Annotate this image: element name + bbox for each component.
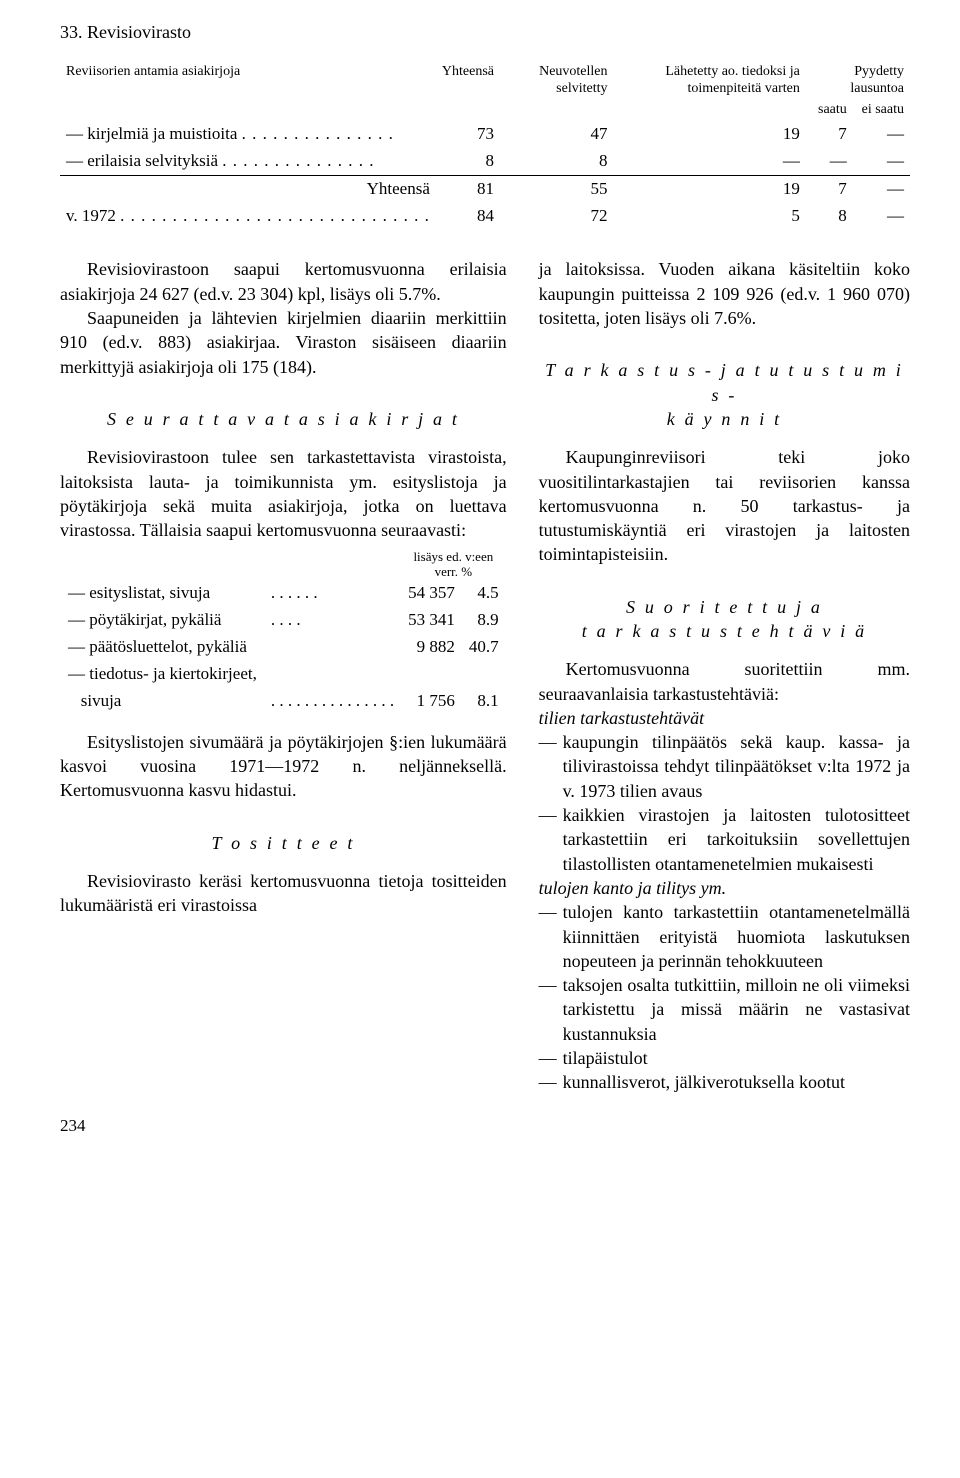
- section-title: 33. Revisiovirasto: [60, 20, 910, 44]
- col-lahetetty: Lähetetty ao. tiedoksi ja toimenpiteitä …: [614, 62, 806, 100]
- right-p2: Kaupunginreviisori teki joko vuositilint…: [539, 445, 910, 566]
- suoritettuja-heading: S u o r i t e t t u j a t a r k a s t u …: [539, 595, 910, 644]
- right-p3: Kertomusvuonna suoritettiin mm. seuraava…: [539, 657, 910, 706]
- list-item: —kaikkien virastojen ja laitosten tuloto…: [539, 803, 910, 876]
- inner-row: — tiedotus- ja kiertokirjeet,: [62, 662, 505, 687]
- list-item: —tilapäistulot: [539, 1046, 910, 1070]
- list-item: —kunnallisverot, jälkiverotuksella kootu…: [539, 1070, 910, 1094]
- col-saatu: saatu: [806, 100, 853, 121]
- seurattavat-heading: S e u r a t t a v a t a s i a k i r j a …: [60, 407, 507, 431]
- inner-header: lisäys ed. v:een verr. %: [402, 550, 505, 579]
- list-item: —kaupungin tilinpäätös sekä kaup. kassa-…: [539, 730, 910, 803]
- col-yhteensa: Yhteensä: [436, 62, 500, 100]
- page-number: 234: [60, 1115, 910, 1138]
- list-item: —taksojen osalta tutkittiin, milloin ne …: [539, 973, 910, 1046]
- tarkastus-heading: T a r k a s t u s - j a t u t u s t u m …: [539, 358, 910, 431]
- table-row: — kirjelmiä ja muistioita . . . . . . . …: [60, 121, 910, 148]
- col-pyydetty-top: Pyydetty lausuntoa: [806, 62, 910, 100]
- right-column: ja laitoksissa. Vuoden aikana käsiteltii…: [539, 257, 910, 1094]
- sub2: tulojen kanto ja tilitys ym.: [539, 876, 910, 900]
- left-p3: Revisiovirastoon tulee sen tarkastettavi…: [60, 445, 507, 542]
- summary-table: Reviisorien antamia asiakirjoja Yhteensä…: [60, 62, 910, 229]
- list-item: —tulojen kanto tarkastettiin otantamenet…: [539, 900, 910, 973]
- left-p4: Esityslistojen sivumäärä ja pöytäkirjoje…: [60, 730, 507, 803]
- left-p2: Saapuneiden ja lähtevien kirjelmien diaa…: [60, 306, 507, 379]
- inner-row: sivuja. . . . . . . . . . . . . . .1 756…: [62, 689, 505, 714]
- tositteet-heading: T o s i t t e e t: [60, 831, 507, 855]
- col-eisaatu: ei saatu: [853, 100, 910, 121]
- col-neuvotellen: Neuvotellen selvitetty: [500, 62, 614, 100]
- page-header: 33. Revisiovirasto: [60, 20, 910, 44]
- inner-row: — pöytäkirjat, pykäliä. . . .53 3418.9: [62, 608, 505, 633]
- inner-row: — esityslistat, sivuja. . . . . .54 3574…: [62, 581, 505, 606]
- inner-table: lisäys ed. v:een verr. % — esityslistat,…: [60, 548, 507, 715]
- right-p1: ja laitoksissa. Vuoden aikana käsiteltii…: [539, 257, 910, 330]
- inner-row: — päätösluettelot, pykäliä9 88240.7: [62, 635, 505, 660]
- table-row: — erilaisia selvityksiä . . . . . . . . …: [60, 148, 910, 175]
- left-column: Revisiovirastoon saapui kertomusvuonna e…: [60, 257, 507, 1094]
- table-rowhead: Reviisorien antamia asiakirjoja: [60, 62, 436, 100]
- two-column-body: Revisiovirastoon saapui kertomusvuonna e…: [60, 257, 910, 1094]
- table-compare-row: v. 1972 . . . . . . . . . . . . . . . . …: [60, 203, 910, 230]
- left-p5: Revisiovirasto keräsi kertomusvuonna tie…: [60, 869, 507, 918]
- left-p1: Revisiovirastoon saapui kertomusvuonna e…: [60, 257, 507, 306]
- sub1: tilien tarkastustehtävät: [539, 706, 910, 730]
- table-total-row: Yhteensä8155197—: [60, 175, 910, 202]
